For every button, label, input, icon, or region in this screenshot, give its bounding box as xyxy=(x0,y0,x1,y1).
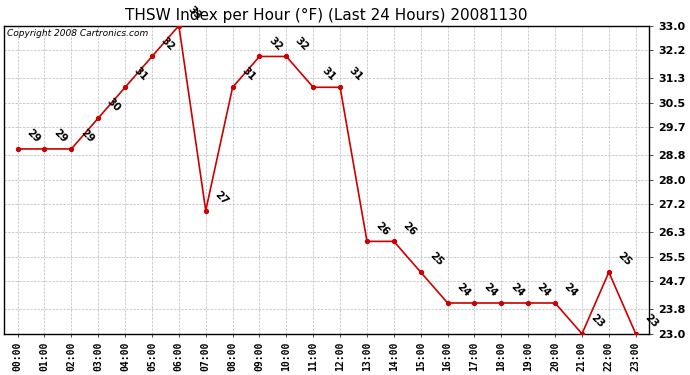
Text: 24: 24 xyxy=(509,281,526,299)
Text: 24: 24 xyxy=(562,281,580,299)
Text: 31: 31 xyxy=(239,66,257,83)
Text: 25: 25 xyxy=(615,251,633,268)
Text: 23: 23 xyxy=(642,312,660,330)
Text: 33: 33 xyxy=(186,4,203,21)
Text: 23: 23 xyxy=(589,312,607,330)
Text: 26: 26 xyxy=(401,220,418,237)
Text: 29: 29 xyxy=(52,128,69,145)
Text: 26: 26 xyxy=(374,220,391,237)
Text: 32: 32 xyxy=(266,35,284,52)
Text: 24: 24 xyxy=(455,281,472,299)
Text: 31: 31 xyxy=(320,66,337,83)
Text: 32: 32 xyxy=(293,35,310,52)
Text: 31: 31 xyxy=(347,66,364,83)
Text: 32: 32 xyxy=(159,35,176,52)
Text: 29: 29 xyxy=(25,128,42,145)
Text: 29: 29 xyxy=(78,128,95,145)
Text: 27: 27 xyxy=(213,189,230,206)
Text: 24: 24 xyxy=(535,281,553,299)
Text: 31: 31 xyxy=(132,66,149,83)
Text: 30: 30 xyxy=(105,97,123,114)
Text: Copyright 2008 Cartronics.com: Copyright 2008 Cartronics.com xyxy=(8,29,148,38)
Text: 25: 25 xyxy=(428,251,445,268)
Text: 24: 24 xyxy=(482,281,499,299)
Title: THSW Index per Hour (°F) (Last 24 Hours) 20081130: THSW Index per Hour (°F) (Last 24 Hours)… xyxy=(126,8,528,23)
